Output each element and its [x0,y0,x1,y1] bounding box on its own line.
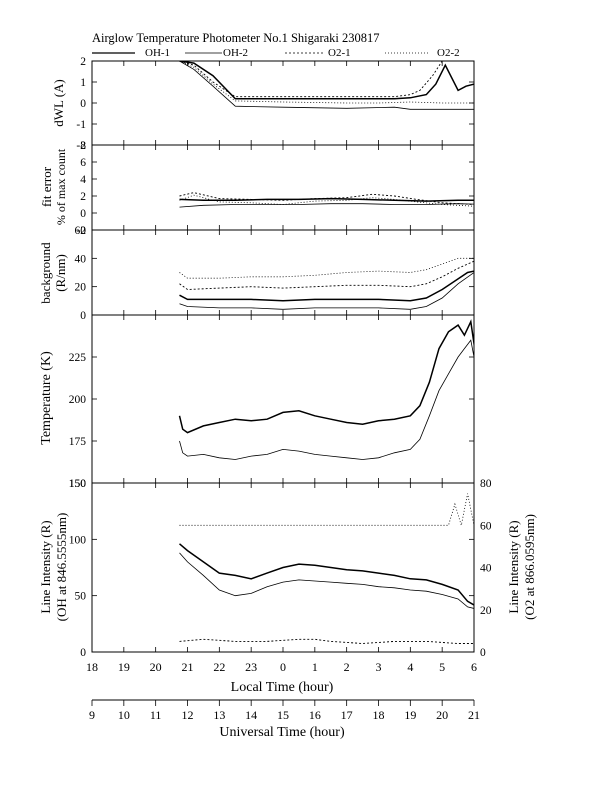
ut-tick-label: 11 [150,708,162,722]
dwl-ytick-label: 2 [80,56,86,68]
dwl-ytick-label: -2 [76,140,86,152]
dwl-ytick-label: -1 [76,119,86,131]
fit-ytick-label: 2 [80,191,86,203]
universal-time-label: Universal Time (hour) [219,725,345,740]
local-time-label: Local Time (hour) [231,680,334,695]
fit-ytick-label: 4 [80,174,86,186]
legend: OH-1 OH-2 O2-1 O2-2 [92,47,460,59]
bg-ytick-label: 60 [75,225,87,237]
temp-series-oh-2 [179,339,474,460]
fit-ytick-label: 6 [80,157,86,169]
fit-ytick-label: 0 [80,208,86,220]
bg-ytick-label: 0 [80,310,86,322]
dwl-frame [91,60,475,146]
ut-tick-label: 12 [182,708,194,722]
int-ylabel-right: Line Intensity (R) [506,520,521,613]
local-time-tick-label: 18 [86,660,98,674]
temp-frame [91,314,475,484]
legend-o22: O2-2 [437,47,460,59]
ut-tick-label: 10 [118,708,130,722]
bg-ylabel-2: (R/nm) [53,254,68,292]
int-ytick-label: 100 [69,534,87,546]
bg-series-oh-2 [179,272,474,310]
int-ytick-right-label: 80 [480,478,492,490]
dwl-series-oh-1 [179,61,474,100]
legend-oh2: OH-2 [223,47,248,59]
ut-tick-label: 18 [373,708,385,722]
dwl-ytick-label: 1 [80,77,86,89]
local-time-tick-label: 5 [439,660,445,674]
ut-tick-label: 21 [468,708,480,722]
fit-series-o2-1 [179,192,474,205]
fit-series-oh-2 [179,203,474,208]
local-time-tick-label: 20 [150,660,162,674]
fit-ylabel-2: % of max count [54,148,68,225]
temp-ytick-label: 175 [69,436,87,448]
temp-series-oh-1 [178,319,474,434]
ut-tick-label: 16 [309,708,321,722]
ut-tick-label: 13 [213,708,225,722]
temp-ytick-label: 150 [69,478,87,490]
fit-series-o2-2 [179,194,474,207]
ut-tick-label: 14 [245,708,257,722]
dwl-ytick-label: 0 [80,98,86,110]
local-time-tick-label: 22 [213,660,225,674]
local-time-tick-label: 2 [344,660,350,674]
dwl-series-o2-1 [179,61,474,98]
int-series-oh-2 [179,552,474,609]
ut-tick-label: 17 [341,708,353,722]
int-ytick-right-label: 0 [480,647,486,659]
dwl-series-oh-2 [179,61,474,110]
local-time-tick-label: 21 [182,660,194,674]
dwl-series-o2-2 [179,61,474,104]
bg-ylabel: background [38,242,53,304]
bg-ytick-label: 40 [75,253,87,265]
fit-ytick-label: -2 [76,225,86,237]
local-time-tick-label: 19 [118,660,130,674]
fit-ytick-label: 8 [80,140,86,152]
ut-tick-label: 9 [89,708,95,722]
int-series-oh-1 [179,543,474,606]
local-time-tick-label: 6 [471,660,477,674]
chart-title: Airglow Temperature Photometer No.1 Shig… [92,31,380,45]
int-ytick-label: 50 [75,591,87,603]
bg-series-o2-2 [179,257,474,279]
local-time-tick-label: 4 [407,660,413,674]
local-time-tick-label: 23 [245,660,257,674]
ut-tick-label: 19 [404,708,416,722]
bg-series-oh-1 [179,270,474,302]
ut-tick-label: 15 [277,708,289,722]
int-ytick-label: 150 [69,478,87,490]
temp-ytick-label: 225 [69,352,87,364]
bg-ytick-label: 20 [75,282,87,294]
int-series-o2-2 [179,493,474,526]
int-ytick-right-label: 60 [480,520,492,532]
local-time-tick-label: 0 [280,660,286,674]
bg-frame [91,229,475,316]
fit-series-oh-1 [179,197,474,202]
int-ytick-right-label: 20 [480,605,492,617]
int-ylabel-2: (OH at 846.5555nm) [54,513,69,622]
local-time-tick-label: 3 [376,660,382,674]
temp-ytick-label: 200 [69,394,87,406]
fit-frame [91,144,475,231]
temp-ylabel: Temperature (K) [39,351,54,445]
bg-series-o2-1 [179,260,474,290]
int-ylabel-right-2: (O2 at 866.0595nm) [522,514,537,620]
int-ytick-label: 0 [80,647,86,659]
local-time-tick-label: 1 [312,660,318,674]
dwl-ylabel: dWL (A) [51,79,66,127]
fit-ylabel: fit error [39,166,54,207]
int-ytick-right-label: 40 [480,563,492,575]
ut-tick-label: 20 [436,708,448,722]
legend-oh1: OH-1 [145,47,170,59]
int-ylabel: Line Intensity (R) [38,520,53,613]
legend-o21: O2-1 [328,47,351,59]
